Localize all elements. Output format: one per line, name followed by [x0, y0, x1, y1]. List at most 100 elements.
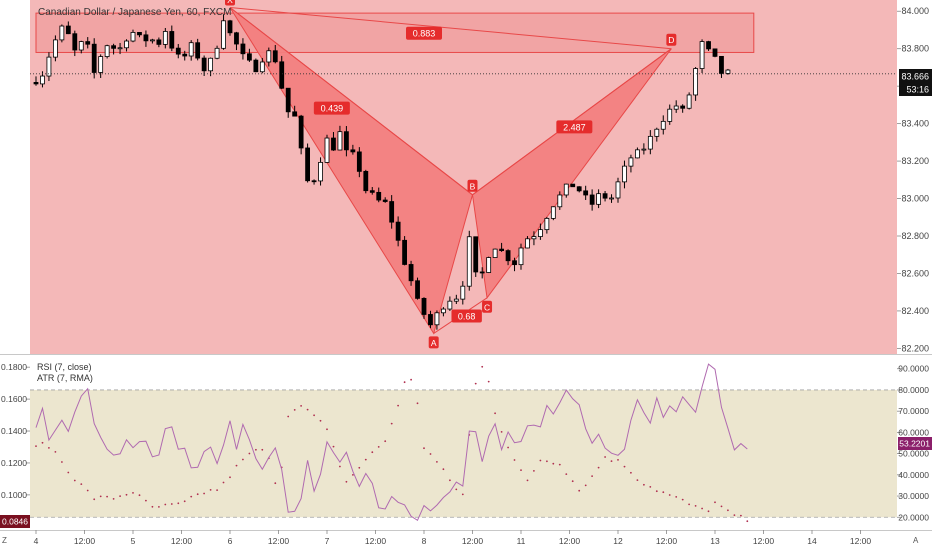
- atr-dot: [177, 502, 180, 505]
- time-axis-background[interactable]: [0, 530, 932, 550]
- candle-body: [635, 149, 640, 159]
- candle-body: [550, 206, 556, 219]
- candle-body: [466, 236, 472, 287]
- atr-dot: [520, 469, 522, 471]
- pattern-ratio-labels: 0.883 0.439 2.487 0.68: [313, 26, 593, 323]
- atr-dot: [436, 461, 438, 463]
- candle-body: [124, 40, 129, 49]
- main-y-tick-label: 83.400: [901, 119, 929, 129]
- candle-body: [544, 217, 550, 231]
- atr-dot: [93, 498, 96, 501]
- time-axis: 4 12:00 5 12:00 6 12:00 7 12:00 8 12:00 11 12:00 12 1…: [34, 530, 871, 546]
- atr-dot: [48, 447, 50, 449]
- ratio-label-bg: [313, 101, 350, 115]
- x-tick-label: 12:00: [268, 536, 290, 546]
- atr-dot: [442, 468, 445, 471]
- rsi-tag: 53.2201: [899, 439, 930, 449]
- atr-dot: [216, 489, 219, 491]
- atr-dot: [41, 441, 44, 444]
- point-label: X: [227, 0, 233, 5]
- rsi-y-tick-label: 70.0000: [898, 406, 929, 416]
- candle-body: [169, 31, 175, 49]
- atr-dot: [306, 408, 309, 411]
- candle-body: [78, 41, 84, 51]
- candle-body: [104, 45, 110, 57]
- x-tick-label: 7: [325, 536, 330, 546]
- price-tag: 83.666: [901, 72, 929, 82]
- candle-body: [234, 32, 239, 45]
- atr-dot: [384, 440, 387, 443]
- candle-body: [428, 314, 433, 326]
- atr-dot: [358, 466, 361, 469]
- atr-dot: [410, 378, 412, 381]
- ratio-label: 0.439: [321, 104, 344, 114]
- point-label: A: [431, 338, 437, 348]
- rsi-series-line: [35, 363, 748, 522]
- candle-body: [602, 193, 608, 199]
- candle-body: [98, 56, 104, 73]
- candle-body: [699, 41, 705, 69]
- atr-dot: [494, 412, 496, 415]
- candle-body: [596, 193, 601, 205]
- candle-body: [525, 238, 530, 249]
- x-tick-label: 12:00: [753, 536, 775, 546]
- atr-dot: [416, 402, 419, 405]
- atr-dot: [86, 489, 89, 492]
- x-tick-label: 12:00: [171, 536, 193, 546]
- atr-dot: [403, 381, 406, 384]
- ratio-label-bg: [556, 120, 593, 134]
- candle-body: [46, 56, 52, 77]
- atr-dot: [591, 475, 593, 477]
- atr-dot: [158, 506, 160, 508]
- atr-dot: [209, 489, 212, 491]
- candle-body: [518, 247, 524, 266]
- atr-dot: [326, 428, 328, 431]
- point-label-bg: [482, 300, 493, 313]
- atr-dot: [54, 451, 57, 453]
- x-tick-label: 5: [131, 536, 136, 546]
- candle-body: [479, 271, 485, 274]
- candle-body: [563, 183, 569, 196]
- candle-body: [130, 32, 136, 42]
- main-price-axis-background: [897, 0, 932, 354]
- candle-body: [453, 298, 459, 302]
- rsi-y-tick-label: 60.0000: [898, 427, 929, 437]
- main-pane-left-strip: [0, 0, 30, 354]
- main-y-tick-label: 84.000: [901, 6, 929, 16]
- atr-dot: [313, 414, 315, 417]
- atr-dot: [474, 382, 477, 385]
- zoom-icon[interactable]: Z: [2, 536, 7, 545]
- atr-dot: [636, 479, 639, 481]
- candle-body: [356, 151, 362, 172]
- atr-dot: [429, 453, 432, 455]
- candle-body: [492, 248, 498, 258]
- atr-dot: [377, 446, 380, 448]
- atr-dot: [455, 488, 458, 491]
- atr-dot: [655, 490, 658, 493]
- candle-body: [65, 25, 71, 35]
- atr-dot: [132, 492, 134, 494]
- atr-dot: [630, 471, 632, 474]
- candle-body: [447, 300, 453, 310]
- atr-dot: [196, 493, 199, 496]
- x-tick-label: 12:00: [365, 536, 387, 546]
- atr-dot: [487, 380, 490, 383]
- atr-dot: [707, 510, 710, 513]
- candle-body: [440, 308, 446, 314]
- pattern-ratio-leg: [229, 7, 473, 196]
- atr-dot: [578, 489, 581, 492]
- atr-dot: [203, 492, 206, 495]
- candle-body: [143, 34, 149, 42]
- countdown-tag-bg: [899, 83, 932, 96]
- candle-body: [40, 75, 45, 85]
- point-label-bg: [467, 179, 478, 192]
- atr-dot: [597, 466, 600, 469]
- candle-body: [628, 157, 634, 167]
- ratio-label: 2.487: [563, 122, 586, 132]
- chart-title: Canadian Dollar / Japanese Yen, 60, FXCM: [38, 7, 231, 18]
- auto-scale-icon[interactable]: A: [913, 536, 919, 545]
- atr-dot: [235, 464, 238, 467]
- atr-dot: [662, 491, 665, 494]
